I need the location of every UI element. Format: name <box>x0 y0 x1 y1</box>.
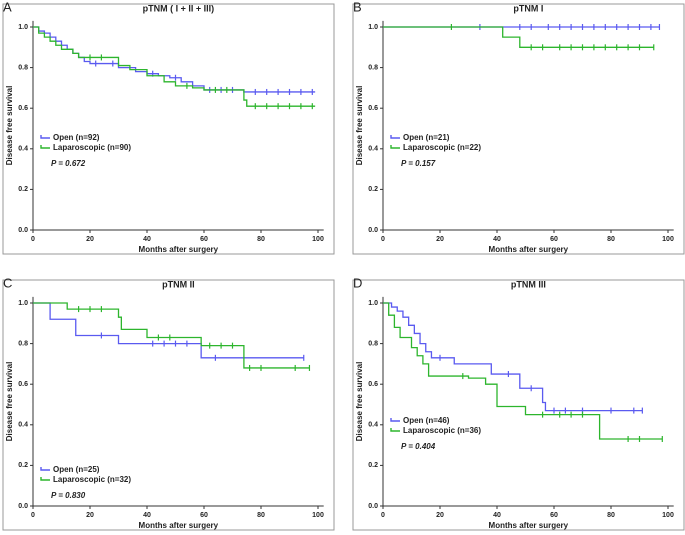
p-value: P = 0.157 <box>401 159 436 168</box>
y-tick-label: 0.4 <box>18 146 28 153</box>
y-tick-label: 0.6 <box>368 105 378 112</box>
legend-label: Open (n=21) <box>403 133 450 142</box>
y-tick-label: 0.2 <box>18 186 28 193</box>
y-tick-label: 0.2 <box>368 462 378 469</box>
x-tick-label: 20 <box>86 512 94 519</box>
y-tick-label: 0.8 <box>18 64 28 71</box>
survival-curve <box>33 302 304 359</box>
panel-frame <box>2 279 335 531</box>
legend-label: Open (n=46) <box>403 416 450 425</box>
legend-swatch <box>40 135 50 139</box>
legend-label: Laparoscopic (n=36) <box>403 426 481 435</box>
y-tick-label: 0.0 <box>18 503 28 510</box>
x-axis-label: Months after surgery <box>139 245 219 254</box>
legend-swatch <box>40 145 50 149</box>
x-tick-label: 40 <box>143 512 151 519</box>
x-tick-label: 20 <box>86 236 94 243</box>
survival-curve <box>33 26 316 107</box>
chart-title: pTNM II <box>162 279 195 289</box>
legend-swatch <box>40 477 50 481</box>
x-tick-label: 80 <box>607 512 615 519</box>
p-value: P = 0.830 <box>51 491 86 500</box>
p-value: P = 0.672 <box>51 159 86 168</box>
panel-label: D <box>353 275 362 290</box>
y-tick-label: 0.2 <box>18 462 28 469</box>
x-tick-label: 60 <box>200 512 208 519</box>
x-tick-label: 80 <box>257 512 265 519</box>
y-tick-label: 0.2 <box>368 186 378 193</box>
x-tick-label: 0 <box>381 236 385 243</box>
legend-label: Laparoscopic (n=22) <box>403 143 481 152</box>
x-tick-label: 60 <box>550 236 558 243</box>
panel-label: A <box>3 0 12 14</box>
panel-frame <box>352 3 685 255</box>
x-tick-label: 80 <box>257 236 265 243</box>
legend-swatch <box>390 135 400 139</box>
legend-swatch <box>390 145 400 149</box>
x-tick-label: 100 <box>312 512 324 519</box>
y-tick-label: 0.0 <box>368 227 378 234</box>
x-tick-label: 0 <box>31 512 35 519</box>
y-tick-label: 1.0 <box>368 24 378 31</box>
y-tick-label: 0.4 <box>368 422 378 429</box>
panel-label: C <box>3 275 12 290</box>
legend-label: Laparoscopic (n=32) <box>53 475 131 484</box>
p-value: P = 0.404 <box>401 442 436 451</box>
legend-swatch <box>390 428 400 432</box>
y-tick-label: 1.0 <box>18 300 28 307</box>
x-tick-label: 0 <box>31 236 35 243</box>
x-tick-label: 0 <box>381 512 385 519</box>
legend-label: Open (n=92) <box>53 133 100 142</box>
y-tick-label: 0.6 <box>18 381 28 388</box>
legend-swatch <box>40 467 50 471</box>
legend-swatch <box>390 418 400 422</box>
x-tick-label: 100 <box>312 236 324 243</box>
survival-curve <box>383 302 643 412</box>
panel-frame <box>2 3 335 255</box>
y-axis-label: Disease free survival <box>5 362 14 442</box>
survival-curve <box>383 302 663 440</box>
x-tick-label: 100 <box>662 236 674 243</box>
x-tick-label: 60 <box>200 236 208 243</box>
chart-title: pTNM III <box>511 279 546 289</box>
y-tick-label: 0.0 <box>368 503 378 510</box>
survival-curve <box>33 302 310 369</box>
y-tick-label: 0.4 <box>18 422 28 429</box>
chart-title: pTNM I <box>513 3 543 13</box>
y-tick-label: 0.8 <box>18 340 28 347</box>
survival-curve <box>383 26 654 48</box>
y-tick-label: 1.0 <box>18 24 28 31</box>
y-axis-label: Disease free survival <box>355 362 364 442</box>
x-tick-label: 60 <box>550 512 558 519</box>
legend-label: Laparoscopic (n=90) <box>53 143 131 152</box>
y-axis-label: Disease free survival <box>355 86 364 166</box>
y-tick-label: 0.6 <box>18 105 28 112</box>
y-axis-label: Disease free survival <box>5 86 14 166</box>
x-tick-label: 40 <box>493 236 501 243</box>
y-tick-label: 0.8 <box>368 340 378 347</box>
y-tick-label: 0.4 <box>368 146 378 153</box>
x-tick-label: 20 <box>436 236 444 243</box>
y-tick-label: 0.8 <box>368 64 378 71</box>
panel-label: B <box>353 0 362 14</box>
chart-title: pTNM ( I + II + III) <box>143 3 215 13</box>
x-axis-label: Months after surgery <box>489 245 569 254</box>
y-tick-label: 0.6 <box>368 381 378 388</box>
x-axis-label: Months after surgery <box>139 521 219 530</box>
panel-frame <box>352 279 685 531</box>
x-tick-label: 20 <box>436 512 444 519</box>
x-tick-label: 100 <box>662 512 674 519</box>
y-tick-label: 1.0 <box>368 300 378 307</box>
legend-label: Open (n=25) <box>53 465 100 474</box>
survival-curve <box>33 26 316 93</box>
x-axis-label: Months after surgery <box>489 521 569 530</box>
x-tick-label: 80 <box>607 236 615 243</box>
y-tick-label: 0.0 <box>18 227 28 234</box>
x-tick-label: 40 <box>493 512 501 519</box>
x-tick-label: 40 <box>143 236 151 243</box>
